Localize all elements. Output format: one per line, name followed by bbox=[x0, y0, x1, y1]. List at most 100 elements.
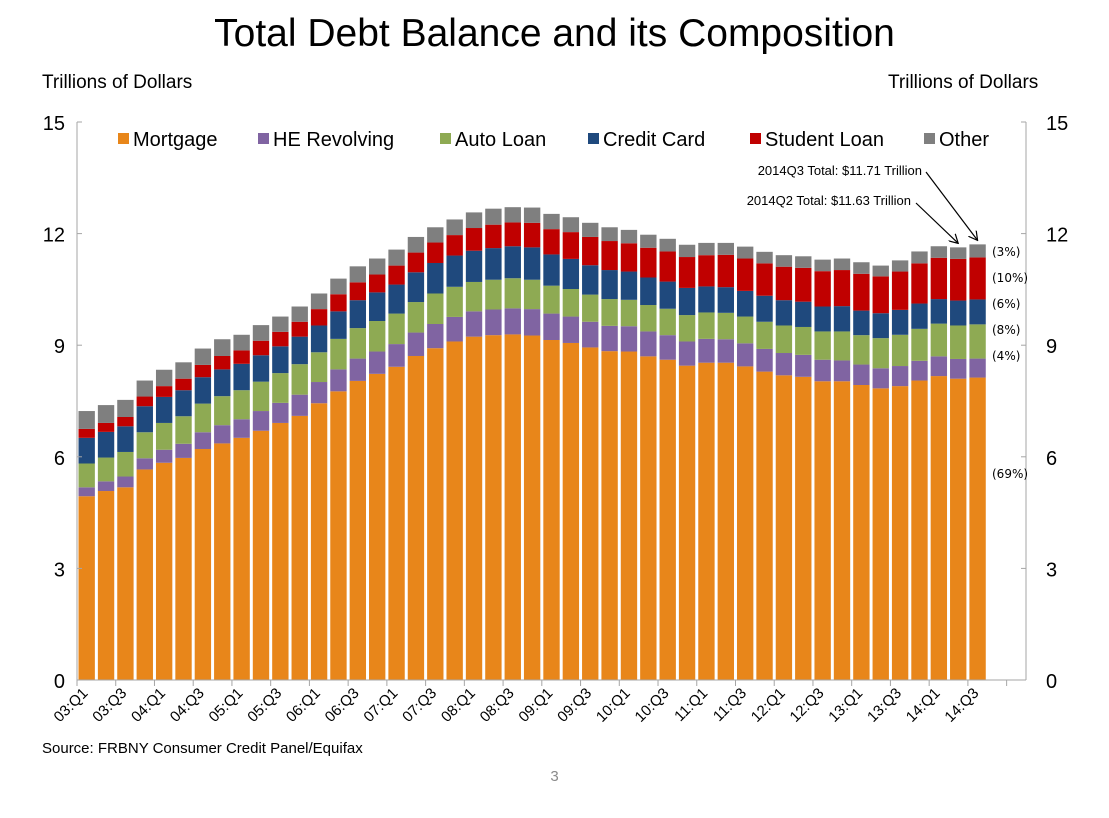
bar-segment-credit-card bbox=[291, 336, 308, 365]
bar-segment-auto-loan bbox=[523, 279, 541, 310]
bar-stack bbox=[601, 227, 618, 680]
bar-segment-student-loan bbox=[814, 271, 831, 307]
share-label: (10%) bbox=[992, 271, 1028, 285]
bar-segment-other bbox=[756, 251, 773, 264]
annotation-text: 2014Q3 Total: $11.71 Trillion bbox=[758, 163, 922, 178]
bar-segment-other bbox=[233, 334, 250, 351]
bar-segment-auto-loan bbox=[543, 285, 560, 314]
bar-stack bbox=[930, 246, 948, 680]
annotation-text: 2014Q2 Total: $11.63 Trillion bbox=[747, 193, 911, 208]
bar-stack bbox=[446, 219, 463, 680]
bar-stack bbox=[330, 278, 347, 680]
bar-segment-credit-card bbox=[369, 292, 386, 322]
bar-stack bbox=[388, 249, 405, 680]
bar-segment-credit-card bbox=[891, 309, 909, 335]
bar-segment-auto-loan bbox=[930, 323, 948, 357]
bar-stack bbox=[775, 255, 793, 680]
share-label: (6%) bbox=[992, 297, 1020, 311]
x-tick-label: 12:Q1 bbox=[748, 685, 789, 726]
bar-segment-mortgage bbox=[969, 377, 986, 680]
bar-segment-credit-card bbox=[775, 300, 793, 326]
bar-segment-other bbox=[446, 219, 463, 236]
bar-segment-he-revolving bbox=[272, 402, 289, 423]
bar-stack bbox=[97, 405, 115, 680]
x-tick-label: 05:Q1 bbox=[206, 685, 247, 726]
bar-segment-student-loan bbox=[194, 364, 212, 378]
x-tick-label: 03:Q3 bbox=[89, 685, 130, 726]
bar-segment-student-loan bbox=[582, 236, 599, 266]
bar-segment-credit-card bbox=[582, 265, 599, 295]
legend-swatch bbox=[924, 133, 935, 144]
legend-swatch bbox=[750, 133, 761, 144]
bar-segment-other bbox=[136, 380, 153, 397]
bar-segment-he-revolving bbox=[504, 308, 521, 335]
bar-segment-mortgage bbox=[814, 381, 831, 680]
bar-segment-auto-loan bbox=[252, 381, 270, 412]
y-axis-unit-right: Trillions of Dollars bbox=[888, 72, 1039, 93]
bar-stack bbox=[969, 244, 986, 680]
y-tick-label-right: 15 bbox=[1046, 113, 1068, 135]
bar-segment-mortgage bbox=[601, 351, 618, 680]
bar-segment-auto-loan bbox=[911, 328, 928, 361]
bar-segment-credit-card bbox=[427, 262, 444, 294]
bar-segment-other bbox=[736, 246, 754, 259]
bar-segment-student-loan bbox=[523, 222, 541, 248]
bar-segment-mortgage bbox=[795, 376, 812, 680]
x-tick-label: 09:Q3 bbox=[554, 685, 595, 726]
bar-segment-credit-card bbox=[233, 363, 250, 391]
bar-segment-mortgage bbox=[407, 355, 425, 680]
bar-segment-mortgage bbox=[233, 437, 250, 680]
bar-segment-mortgage bbox=[562, 342, 580, 680]
bar-segment-other bbox=[659, 238, 676, 252]
bar-segment-he-revolving bbox=[543, 313, 560, 340]
bar-segment-he-revolving bbox=[582, 321, 599, 348]
bar-segment-other bbox=[194, 348, 212, 365]
bar-segment-auto-loan bbox=[950, 325, 967, 359]
legend: Mortgage HE Revolving Auto Loan Credit Card… bbox=[118, 129, 989, 151]
bar-segment-mortgage bbox=[465, 336, 483, 680]
bar-segment-he-revolving bbox=[640, 331, 657, 357]
bar-segment-he-revolving bbox=[155, 449, 173, 463]
y-axis-unit-left: Trillions of Dollars bbox=[42, 72, 193, 93]
legend-label: Credit Card bbox=[603, 129, 705, 151]
bar-segment-he-revolving bbox=[310, 382, 328, 404]
bar-segment-mortgage bbox=[446, 341, 463, 680]
bar-segment-auto-loan bbox=[620, 299, 638, 327]
bar-segment-auto-loan bbox=[736, 316, 754, 344]
bar-segment-he-revolving bbox=[911, 360, 928, 381]
bar-segment-credit-card bbox=[446, 255, 463, 287]
bar-stack bbox=[117, 399, 134, 680]
bar-segment-auto-loan bbox=[814, 331, 831, 360]
legend-swatch bbox=[588, 133, 599, 144]
bar-stack bbox=[717, 242, 734, 680]
bar-segment-he-revolving bbox=[756, 348, 773, 372]
bar-stack bbox=[78, 411, 95, 680]
bar-segment-he-revolving bbox=[214, 425, 231, 444]
bar-segment-credit-card bbox=[969, 299, 986, 325]
bar-segment-student-loan bbox=[969, 257, 986, 300]
bar-segment-auto-loan bbox=[233, 390, 250, 420]
bar-stack bbox=[911, 251, 928, 680]
bar-segment-student-loan bbox=[310, 309, 328, 326]
bar-segment-credit-card bbox=[175, 390, 192, 417]
bar-segment-other bbox=[775, 255, 793, 267]
bar-segment-mortgage bbox=[485, 335, 502, 680]
bar-segment-other bbox=[272, 316, 289, 332]
bar-segment-other bbox=[175, 362, 192, 379]
bar-segment-mortgage bbox=[911, 380, 928, 680]
bar-segment-auto-loan bbox=[853, 335, 870, 365]
bar-segment-auto-loan bbox=[717, 312, 734, 340]
bar-segment-student-loan bbox=[291, 321, 308, 337]
bar-segment-credit-card bbox=[950, 300, 967, 326]
bar-segment-auto-loan bbox=[427, 293, 444, 324]
bar-segment-auto-loan bbox=[369, 321, 386, 352]
bar-segment-auto-loan bbox=[78, 463, 95, 488]
bar-segment-student-loan bbox=[272, 331, 289, 347]
legend-swatch bbox=[118, 133, 129, 144]
bar-segment-mortgage bbox=[775, 375, 793, 680]
annotation-arrow bbox=[915, 202, 958, 243]
bar-segment-student-loan bbox=[136, 396, 153, 407]
bar-stack bbox=[872, 265, 889, 680]
bar-segment-auto-loan bbox=[175, 416, 192, 444]
bar-segment-student-loan bbox=[775, 266, 793, 301]
